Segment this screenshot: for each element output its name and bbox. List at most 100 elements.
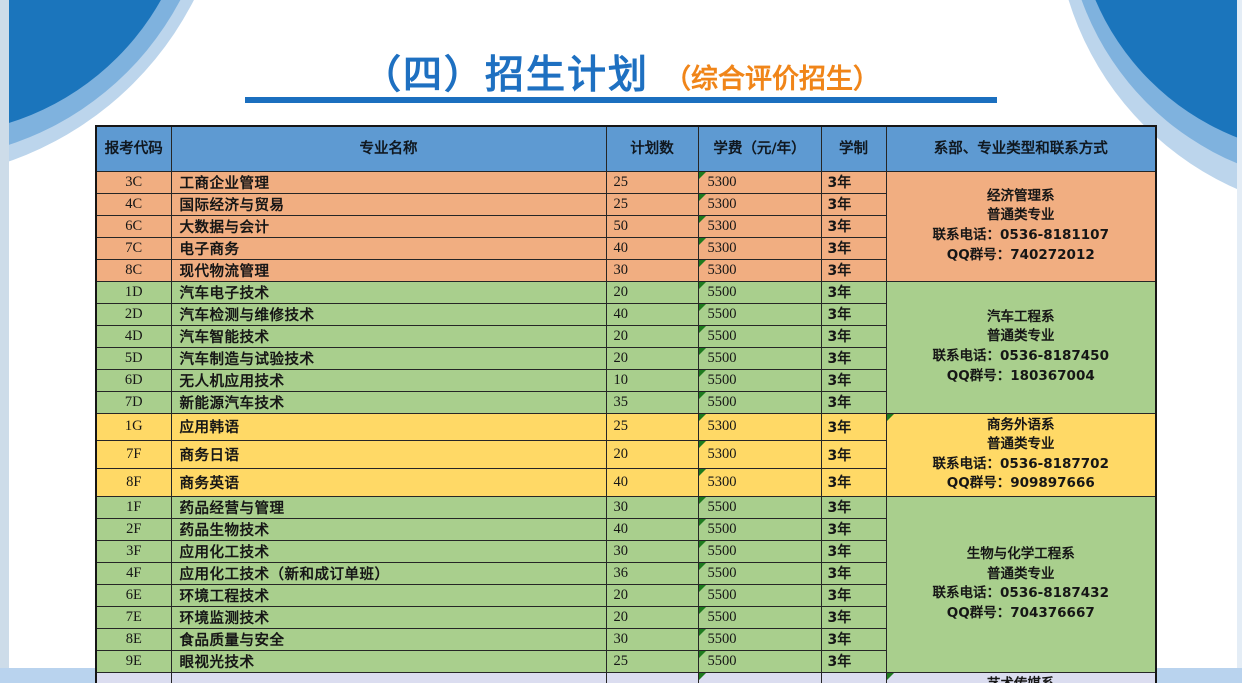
major-name-cell: 食品质量与安全 <box>170 627 607 651</box>
dept-phone: 联系电话：0536-8187432 <box>932 585 1109 602</box>
plan-count-cell: 25 <box>605 192 699 216</box>
dept-type: 普通类专业 <box>987 207 1055 224</box>
duration-cell: 3年 <box>820 495 887 519</box>
cell-error-flag-icon <box>699 441 706 449</box>
department-info-cell: 艺术传媒系普通类专业联系电话：0536-8782377QQ群号：24446435… <box>885 671 1157 683</box>
cell-error-flag-icon <box>699 194 706 201</box>
title-main-text: （四）招生计划 <box>361 53 649 98</box>
major-name-cell: 大数据与会计 <box>170 214 607 238</box>
major-name-cell: 汽车制造与试验技术 <box>170 346 607 370</box>
tuition-cell: 5300 <box>697 192 822 216</box>
cell-error-flag-icon <box>699 326 706 333</box>
cell-error-flag-icon <box>699 392 706 399</box>
code-cell: 3C <box>95 170 172 194</box>
dept-name: 经济管理系 <box>987 187 1055 204</box>
plan-count-cell: 20 <box>605 440 699 469</box>
code-cell: 6C <box>95 214 172 238</box>
major-name-cell: 国际经济与贸易 <box>170 192 607 216</box>
duration-cell: 3年 <box>820 561 887 585</box>
tuition-cell: 5500 <box>697 280 822 304</box>
cell-error-flag-icon <box>699 216 706 223</box>
code-cell: 5D <box>95 346 172 370</box>
code-cell: 1D <box>95 280 172 304</box>
cell-error-flag-icon <box>699 282 706 289</box>
code-cell: 4D <box>95 324 172 348</box>
major-name-cell: 现代物流管理 <box>170 258 607 282</box>
duration-cell: 3年 <box>820 192 887 216</box>
dept-type: 普通类专业 <box>987 565 1055 582</box>
department-info-cell: 经济管理系 普通类专业 联系电话：0536-8181107 QQ群号：74027201… <box>885 170 1157 282</box>
duration-cell: 3年 <box>820 440 887 469</box>
tuition-cell: 5500 <box>697 649 822 673</box>
cell-error-flag-icon <box>699 370 706 377</box>
cell-error-flag-icon <box>699 585 706 592</box>
cell-error-flag-icon <box>699 260 706 267</box>
code-cell: 7C <box>95 236 172 260</box>
code-cell: 7D <box>95 390 172 414</box>
dept-name: 生物与化学工程系 <box>966 546 1075 563</box>
code-cell: 2F <box>95 517 172 541</box>
major-name-cell: 无人机应用技术 <box>170 368 607 392</box>
tuition-cell: 5300 <box>697 440 822 469</box>
duration-cell: 3年 <box>820 605 887 629</box>
major-name-cell: 汽车智能技术 <box>170 324 607 348</box>
major-name-cell: 汽车电子技术 <box>170 280 607 304</box>
code-cell: 1G <box>95 412 172 442</box>
major-name-cell: 应用韩语 <box>170 412 607 442</box>
plan-count-cell: 50 <box>605 214 699 238</box>
code-cell: 8C <box>95 258 172 282</box>
tuition-cell: 5300 <box>697 170 822 194</box>
duration-cell: 3年 <box>820 517 887 541</box>
tuition-cell: 5500 <box>697 517 822 541</box>
duration-cell: 3年 <box>820 468 887 497</box>
plan-count-cell: 25 <box>605 170 699 194</box>
dept-phone: 联系电话：0536-8187702 <box>932 455 1109 472</box>
plan-count-cell: 20 <box>605 605 699 629</box>
cell-error-flag-icon <box>699 413 706 421</box>
major-name-cell: 应用化工技术（新和成订单班） <box>170 561 607 585</box>
duration-cell: 3年 <box>820 214 887 238</box>
plan-count-cell: 20 <box>605 671 699 683</box>
dept-qq: QQ群号：180367004 <box>946 367 1095 384</box>
major-name-cell: 电子商务 <box>170 236 607 260</box>
code-cell: 4C <box>95 192 172 216</box>
department-info-cell: 商务外语系 普通类专业 联系电话：0536-8187702 QQ群号：90989766… <box>885 412 1157 497</box>
cell-error-flag-icon <box>699 651 706 658</box>
duration-cell: 3年 <box>820 390 887 414</box>
dept-name: 艺术传媒系 <box>891 675 1152 683</box>
plan-count-cell: 30 <box>605 258 699 282</box>
duration-cell: 3年 <box>820 324 887 348</box>
plan-count-cell: 25 <box>605 412 699 442</box>
major-name-cell: 汽车检测与维修技术 <box>170 302 607 326</box>
title-underline <box>245 97 997 103</box>
plan-count-cell: 20 <box>605 346 699 370</box>
dept-name: 商务外语系 <box>987 416 1055 433</box>
dept-qq: QQ群号：909897666 <box>946 475 1095 492</box>
duration-cell: 3年 <box>820 539 887 563</box>
major-name-cell: 环境工程技术 <box>170 583 607 607</box>
major-name-cell: 药品经营与管理 <box>170 495 607 519</box>
tuition-cell: 5500 <box>697 368 822 392</box>
tuition-cell: 5500 <box>697 539 822 563</box>
major-name-cell: 药品生物技术 <box>170 517 607 541</box>
plan-count-cell: 40 <box>605 236 699 260</box>
table-row: 6D 无人机应用技术 10 5500 3年 <box>95 368 1156 392</box>
cell-error-flag-icon <box>699 541 706 548</box>
table-row: 1F 药品经营与管理 30 5500 3年 生物与化学工程系 普通类专业 联系电话：0536-… <box>95 495 1157 673</box>
cell-error-flag-icon <box>699 563 706 570</box>
code-cell: 8E <box>95 627 172 651</box>
cell-error-flag-icon <box>887 673 894 680</box>
plan-count-cell: 40 <box>605 517 699 541</box>
table-row: 3C 工商企业管理 25 5300 3年 经济管理系 普通类专业 联系电话：0536-8181… <box>95 170 1157 282</box>
duration-cell: 3年 <box>820 346 887 370</box>
right-edge-strip <box>1237 0 1242 683</box>
dept-phone: 联系电话：0536-8187450 <box>932 348 1109 364</box>
duration-cell: 3年 <box>820 280 887 304</box>
cell-error-flag-icon <box>699 497 706 504</box>
cell-error-flag-icon <box>699 348 706 355</box>
major-name-cell: 新能源汽车技术 <box>170 390 607 414</box>
major-name-cell: 商务英语 <box>170 468 607 497</box>
plan-count-cell: 10 <box>605 368 699 392</box>
duration-cell: 3年 <box>820 170 887 194</box>
